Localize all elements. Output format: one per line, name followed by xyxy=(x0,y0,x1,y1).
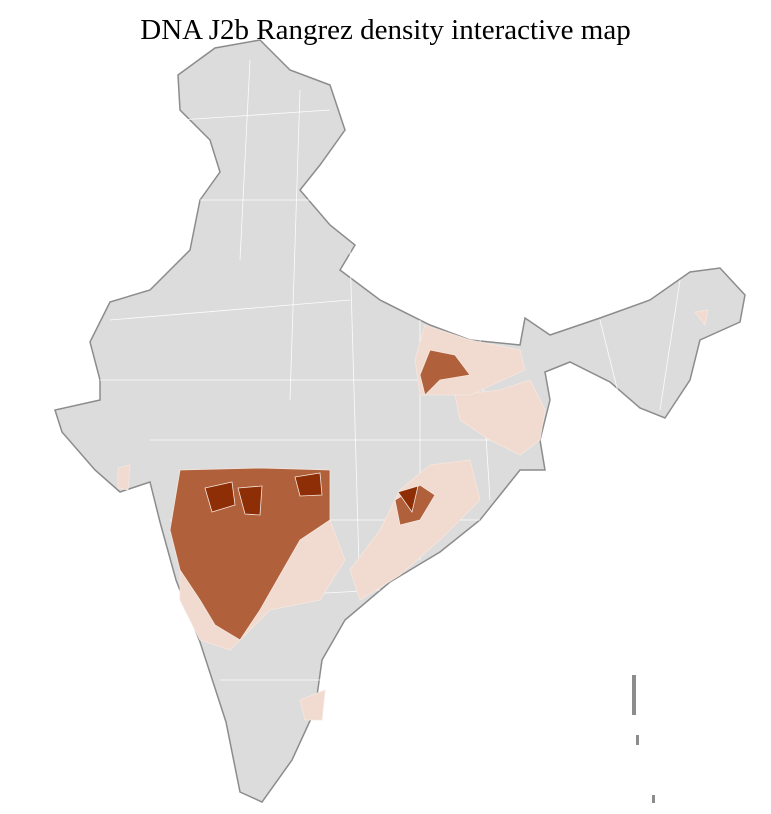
region-low-ne xyxy=(694,309,709,326)
india-outline xyxy=(54,39,746,803)
region-high-odisha xyxy=(397,485,419,513)
map-title: DNA J2b Rangrez density interactive map xyxy=(140,14,631,46)
region-high-1 xyxy=(204,481,236,513)
region-medium-bihar xyxy=(419,349,471,396)
region-high-3 xyxy=(294,472,323,497)
region-low-kerala xyxy=(299,689,326,721)
region-low-odisha-ap xyxy=(349,459,481,601)
islands xyxy=(632,675,655,803)
region-low-gujarat xyxy=(117,464,131,491)
region-medium-maharashtra xyxy=(169,467,331,641)
density-regions xyxy=(117,309,709,721)
region-low-east xyxy=(454,379,546,456)
region-high-2 xyxy=(237,485,263,516)
